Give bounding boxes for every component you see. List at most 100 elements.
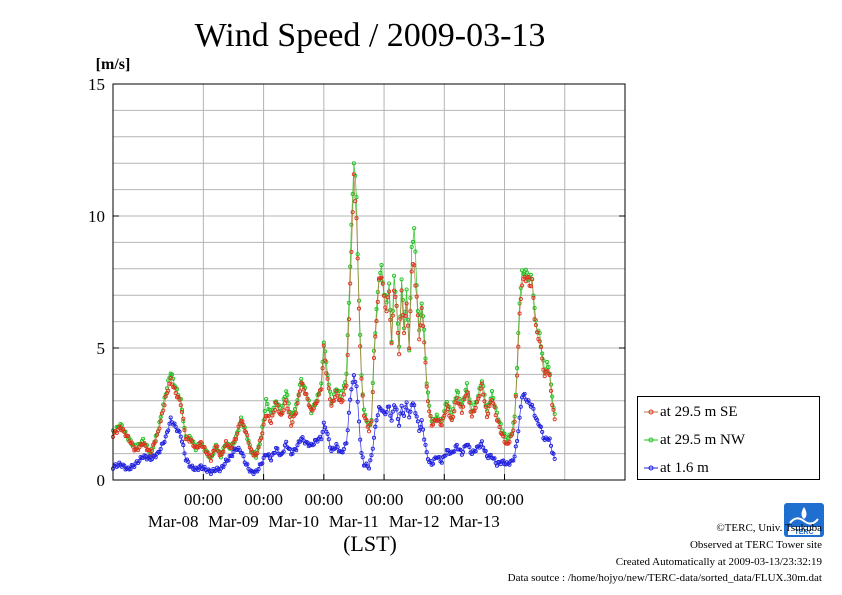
data-point xyxy=(250,450,255,455)
data-point xyxy=(351,172,356,177)
data-point xyxy=(331,398,336,403)
data-point xyxy=(158,446,163,452)
data-point xyxy=(266,414,271,419)
data-point xyxy=(412,263,417,268)
data-point xyxy=(348,281,353,286)
data-point xyxy=(552,456,557,461)
data-point xyxy=(380,281,385,286)
data-point xyxy=(375,289,380,295)
data-point xyxy=(281,449,286,454)
data-point xyxy=(413,249,418,254)
data-point xyxy=(526,275,531,280)
data-point xyxy=(422,327,427,332)
data-point xyxy=(177,397,182,402)
data-point xyxy=(399,277,404,282)
data-point xyxy=(483,404,488,409)
data-point xyxy=(407,348,412,353)
data-point xyxy=(398,316,403,321)
data-point xyxy=(241,454,246,459)
data-point xyxy=(275,446,280,451)
data-point xyxy=(173,424,178,429)
data-point xyxy=(403,405,408,410)
data-point xyxy=(316,392,321,397)
data-point xyxy=(422,340,427,345)
data-point xyxy=(122,463,127,468)
data-point xyxy=(535,417,540,423)
data-point xyxy=(172,421,177,426)
data-point xyxy=(294,448,299,453)
terc-logo: TERC xyxy=(784,503,824,537)
data-point xyxy=(437,455,442,460)
data-point xyxy=(523,279,528,284)
data-point xyxy=(212,448,217,453)
data-point xyxy=(346,410,351,415)
data-point xyxy=(507,439,512,445)
data-point xyxy=(259,436,264,441)
data-point xyxy=(395,416,400,422)
data-point xyxy=(246,440,251,445)
data-point xyxy=(379,275,384,280)
data-point xyxy=(245,462,250,467)
data-point xyxy=(231,449,236,455)
data-point xyxy=(272,450,277,455)
data-point xyxy=(439,423,444,428)
data-point xyxy=(517,301,522,306)
data-point xyxy=(518,296,523,302)
data-point xyxy=(149,457,154,462)
data-point xyxy=(422,437,427,442)
data-point xyxy=(365,424,370,429)
data-point xyxy=(340,388,345,393)
data-point xyxy=(350,380,355,385)
data-point xyxy=(223,439,228,444)
data-point xyxy=(359,450,364,456)
data-point xyxy=(417,428,422,433)
data-point xyxy=(326,437,331,442)
data-point xyxy=(522,391,527,396)
data-point xyxy=(532,306,537,311)
x-tick-date-label: Mar-10 xyxy=(268,512,319,531)
data-point xyxy=(179,410,185,415)
data-point xyxy=(510,432,515,437)
data-point xyxy=(284,389,289,394)
data-point xyxy=(182,428,187,433)
data-point xyxy=(419,418,424,423)
data-point xyxy=(226,458,231,463)
data-point xyxy=(320,429,325,435)
data-point xyxy=(345,352,350,358)
data-point xyxy=(469,451,474,457)
data-point xyxy=(210,452,215,457)
data-point xyxy=(285,392,290,398)
data-point xyxy=(329,403,334,408)
data-point xyxy=(517,311,522,316)
data-point xyxy=(311,406,316,411)
data-point xyxy=(215,444,220,449)
data-point xyxy=(379,263,384,268)
data-point xyxy=(374,418,379,423)
x-tick-date-label: Mar-12 xyxy=(389,512,440,531)
data-point xyxy=(221,449,226,454)
data-point xyxy=(538,345,543,350)
data-point xyxy=(486,411,491,416)
data-point xyxy=(484,415,490,420)
y-tick-label: 0 xyxy=(97,471,106,490)
data-point xyxy=(461,449,466,455)
data-point xyxy=(487,403,492,409)
data-point xyxy=(389,418,394,423)
data-point xyxy=(143,443,148,449)
data-point xyxy=(163,434,168,439)
x-tick-time-label: 00:00 xyxy=(425,490,464,509)
data-point xyxy=(418,323,423,328)
data-point xyxy=(404,301,409,306)
data-point xyxy=(168,376,173,381)
data-point xyxy=(408,409,413,414)
x-tick-time-label: 00:00 xyxy=(184,490,223,509)
data-point xyxy=(336,388,341,394)
data-point xyxy=(370,390,375,395)
data-point xyxy=(272,407,277,412)
data-point xyxy=(158,419,163,424)
data-point xyxy=(340,450,345,455)
data-point xyxy=(351,373,356,378)
data-point xyxy=(547,436,552,441)
data-point xyxy=(388,317,393,322)
data-point xyxy=(371,435,377,440)
